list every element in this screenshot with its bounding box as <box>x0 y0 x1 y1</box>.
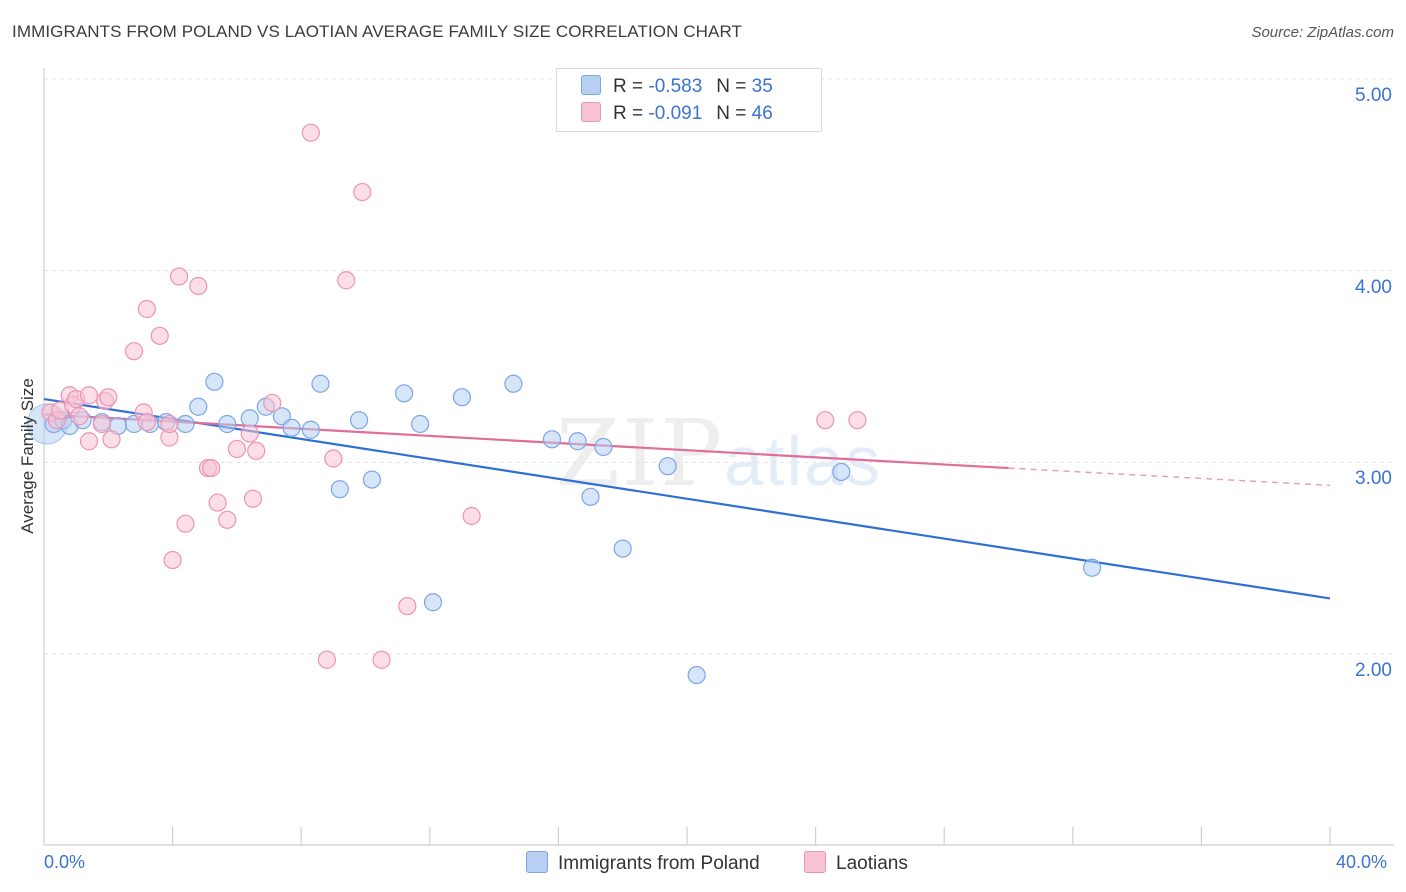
laotian-point <box>208 493 227 512</box>
poland-point <box>362 470 382 489</box>
poland-point <box>411 414 430 434</box>
laotian-point <box>247 441 266 460</box>
poland-point <box>394 384 414 403</box>
laotian-point <box>124 342 144 361</box>
poland-point <box>423 593 443 612</box>
laotian-point <box>160 414 179 434</box>
laotian-point <box>240 424 259 443</box>
poland-point <box>349 411 369 430</box>
laotian-point <box>337 271 356 290</box>
laotian-trend-extension <box>1008 467 1331 487</box>
laotian-point <box>176 514 195 533</box>
poland-point <box>189 397 208 416</box>
poland-legend-swatch <box>526 851 548 873</box>
x-tick-max: 40.0% <box>1336 852 1388 872</box>
laotian-point <box>137 412 156 432</box>
laotian-point <box>70 407 89 426</box>
y-tick-label: 5.00 <box>1355 85 1392 106</box>
poland-point <box>301 420 320 439</box>
laotian-point <box>227 439 246 459</box>
correlation-legend: R = -0.583 N = 35 R = -0.091 N = 46 <box>556 68 822 132</box>
legend-item-poland[interactable]: Immigrants from Poland <box>526 851 760 875</box>
poland-point <box>613 539 632 558</box>
poland-point <box>452 388 472 407</box>
trend-lines <box>43 397 1331 600</box>
poland-point <box>658 457 677 476</box>
poland-r-label: R = <box>613 76 644 97</box>
poland-point <box>1082 558 1102 577</box>
laotians-n-label: N = <box>716 103 747 124</box>
gridlines <box>44 78 1394 655</box>
laotian-point <box>816 411 835 430</box>
poland-legend-label: Immigrants from Poland <box>558 853 760 874</box>
poland-point <box>282 418 301 437</box>
x-tick-min: 0.0% <box>44 852 86 872</box>
laotian-point <box>79 386 99 405</box>
poland-r-value: -0.583 <box>648 76 703 97</box>
poland-point <box>687 665 706 685</box>
laotian-point <box>137 299 156 319</box>
laotian-point <box>202 458 221 478</box>
poland-point <box>311 374 330 393</box>
laotian-point <box>324 449 343 468</box>
poland-trend-line <box>43 397 1331 600</box>
x-axis <box>43 68 1394 846</box>
poland-point <box>205 372 224 391</box>
laotian-point <box>398 596 417 616</box>
laotian-point <box>79 432 99 451</box>
legend-item-laotians[interactable]: Laotians <box>804 851 908 875</box>
poland-point <box>218 414 237 434</box>
poland-swatch <box>581 75 601 95</box>
y-tick-label: 3.00 <box>1355 468 1392 490</box>
laotians-r-label: R = <box>613 103 644 124</box>
legend-row-poland: R = -0.583 N = 35 <box>581 75 773 99</box>
laotians-n-value: 46 <box>751 103 773 124</box>
laotians-r-value: -0.091 <box>648 103 703 124</box>
y-axis-label: Average Family Size <box>18 378 37 534</box>
laotian-point <box>301 123 320 142</box>
y-tick-label: 4.00 <box>1355 276 1392 298</box>
laotian-point <box>169 267 189 286</box>
laotians-legend-label: Laotians <box>836 853 908 874</box>
poland-point <box>330 480 349 499</box>
poland-point <box>581 487 600 506</box>
data-points <box>26 123 1102 685</box>
laotian-point <box>92 414 111 434</box>
laotian-point <box>317 650 337 669</box>
laotian-point <box>102 430 121 449</box>
watermark-zip: ZIP <box>556 400 725 507</box>
laotian-point <box>189 276 208 296</box>
laotian-point <box>163 550 182 570</box>
laotian-point <box>263 393 282 413</box>
watermark: ZIPatlas <box>556 400 882 507</box>
laotian-point <box>462 506 481 526</box>
laotian-point <box>243 489 263 508</box>
poland-point <box>832 462 851 482</box>
poland-point <box>504 374 523 393</box>
laotian-point <box>150 326 169 345</box>
poland-point <box>176 414 195 434</box>
poland-n-value: 35 <box>751 76 773 97</box>
watermark-atlas: atlas <box>724 422 883 500</box>
poland-point <box>594 437 613 457</box>
laotian-point <box>353 182 372 202</box>
laotian-point <box>372 650 391 669</box>
legend-row-laotians: R = -0.091 N = 46 <box>581 102 773 126</box>
poland-point <box>568 432 587 451</box>
laotian-point <box>99 388 118 407</box>
laotians-swatch <box>581 102 601 122</box>
poland-n-label: N = <box>716 76 747 97</box>
poland-point <box>240 409 259 428</box>
y-tick-label: 2.00 <box>1355 660 1392 681</box>
chart-source: Source: ZipAtlas.com <box>1251 24 1394 41</box>
poland-point <box>542 430 562 449</box>
laotians-legend-swatch <box>804 851 826 873</box>
chart-title: IMMIGRANTS FROM POLAND VS LAOTIAN AVERAG… <box>12 22 743 41</box>
laotian-point <box>848 411 867 430</box>
laotian-point <box>218 510 237 529</box>
laotian-trend-line <box>43 413 1009 470</box>
